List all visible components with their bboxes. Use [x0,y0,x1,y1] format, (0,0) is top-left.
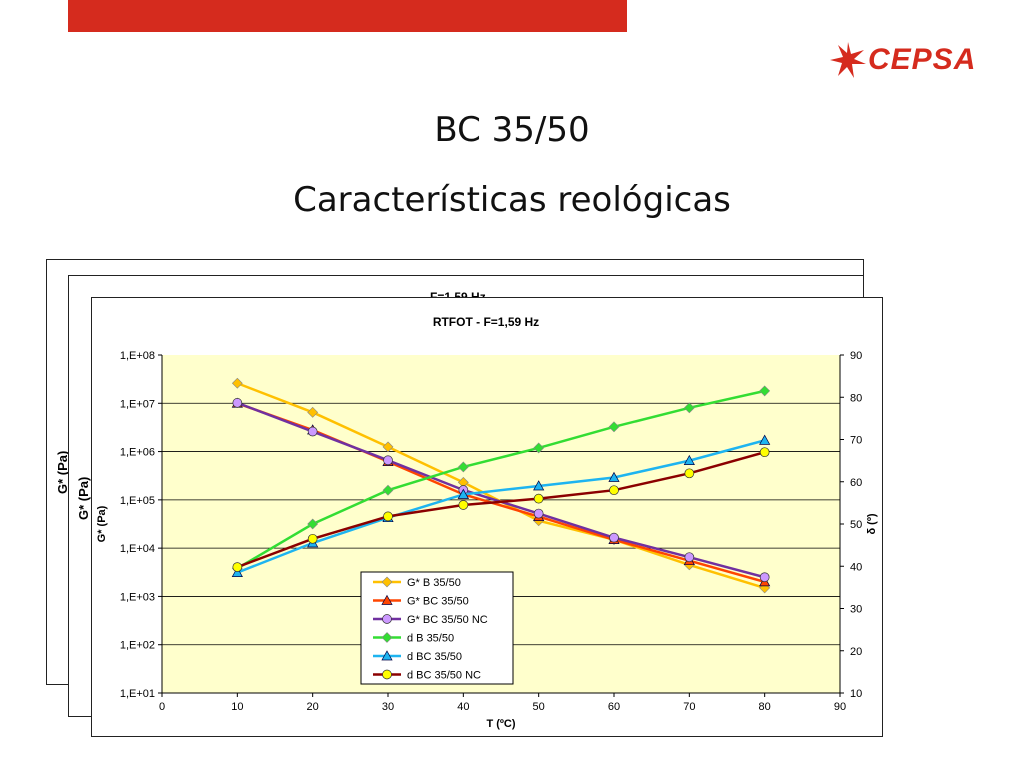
data-point [231,377,243,389]
data-point [307,518,319,530]
data-point [232,562,243,572]
x-tick-label: 0 [159,701,165,713]
x-tick-label: 50 [533,701,545,713]
slide-title: BC 35/50 [434,110,590,150]
series-6 [232,447,770,572]
data-point [608,421,620,433]
data-point [533,508,544,519]
data-point [759,385,771,397]
x-tick-label: 30 [382,701,394,713]
data-point [533,493,544,504]
data-point [683,402,695,414]
data-point [533,442,545,454]
chart-title: RTFOT - F=1,59 Hz [433,315,539,329]
data-point [608,471,620,482]
legend-item: G* BC 35/50 NC [373,614,488,626]
data-point [383,511,393,522]
x-axis-label: T (ºC) [486,718,515,730]
top-accent-bar [68,0,627,32]
series-line [236,389,765,570]
legend-marker [381,576,393,588]
y2-tick-label: 30 [850,604,862,616]
y2-tick-label: 50 [850,519,862,531]
series-line [236,450,766,569]
series-line [236,439,765,574]
y2-tick-label: 20 [850,646,862,658]
legend: G* B 35/50 G* BC 35/50 G* BC 35/50 NC d B 3… [360,571,514,685]
x-tick-label: 60 [608,701,620,713]
x-tick-label: 20 [307,701,319,713]
data-point [684,468,695,479]
x-tick-label: 10 [231,701,243,713]
y2-tick-label: 10 [850,688,862,700]
y2-tick-label: 70 [850,435,862,447]
y-tick-label: 1,E+08 [120,350,155,362]
data-point [307,406,319,418]
legend-label: G* BC 35/50 [407,596,469,608]
y2-tick-label: 80 [850,392,862,404]
data-point [609,485,619,496]
y-tick-label: 1,E+02 [120,640,155,652]
legend-marker [381,650,393,661]
data-point [382,441,394,453]
data-point [307,533,318,544]
y-tick-label: 1,E+01 [120,688,155,700]
data-point [231,566,243,577]
data-point [533,480,545,491]
data-point [232,398,243,408]
data-point [759,434,771,445]
data-point [684,552,695,563]
y2-tick-label: 60 [850,477,862,489]
legend-box [360,571,514,685]
data-point [759,447,770,458]
y-axis-label: G* (Pa) [96,505,108,542]
legend-label: d BC 35/50 [407,651,462,663]
data-point [457,488,469,499]
y-tick-label: 1,E+07 [120,398,155,410]
y2-tick-label: 40 [850,561,862,573]
data-point [383,455,393,466]
data-point [759,572,770,583]
cepsa-star-icon [830,42,866,78]
data-point [382,484,394,496]
x-tick-label: 40 [457,701,469,713]
legend-marker [381,594,393,605]
legend-label: G* B 35/50 [407,577,461,589]
y-tick-label: 1,E+04 [120,543,155,555]
legend-item: G* BC 35/50 [373,594,469,608]
y-tick-label: 1,E+05 [120,495,155,507]
data-point [458,500,469,510]
legend-item: G* B 35/50 [373,576,461,589]
legend-item: d B 35/50 [373,632,454,645]
data-point [609,532,619,543]
x-tick-label: 90 [834,701,846,713]
cepsa-logo: CEPSA [828,40,988,80]
data-point [307,426,318,437]
logo-text: CEPSA [868,43,977,76]
legend-label: d B 35/50 [407,633,454,645]
legend-marker [382,669,392,680]
data-point [683,454,695,465]
slide-subtitle: Características reológicas [293,180,731,220]
data-point [457,461,469,473]
legend-marker [381,632,393,643]
x-tick-label: 80 [759,701,771,713]
y2-tick-label: 90 [850,350,862,362]
legend-label: G* BC 35/50 NC [407,614,488,626]
x-tick-label: 70 [683,701,695,713]
y-tick-label: 1,E+06 [120,447,155,459]
legend-label: d BC 35/50 NC [407,670,481,682]
legend-item: d BC 35/50 NC [373,670,481,682]
y2-axis-label: δ (º) [866,513,878,534]
legend-marker [382,614,392,624]
legend-item: d BC 35/50 [373,650,462,663]
y-tick-label: 1,E+03 [120,591,155,603]
